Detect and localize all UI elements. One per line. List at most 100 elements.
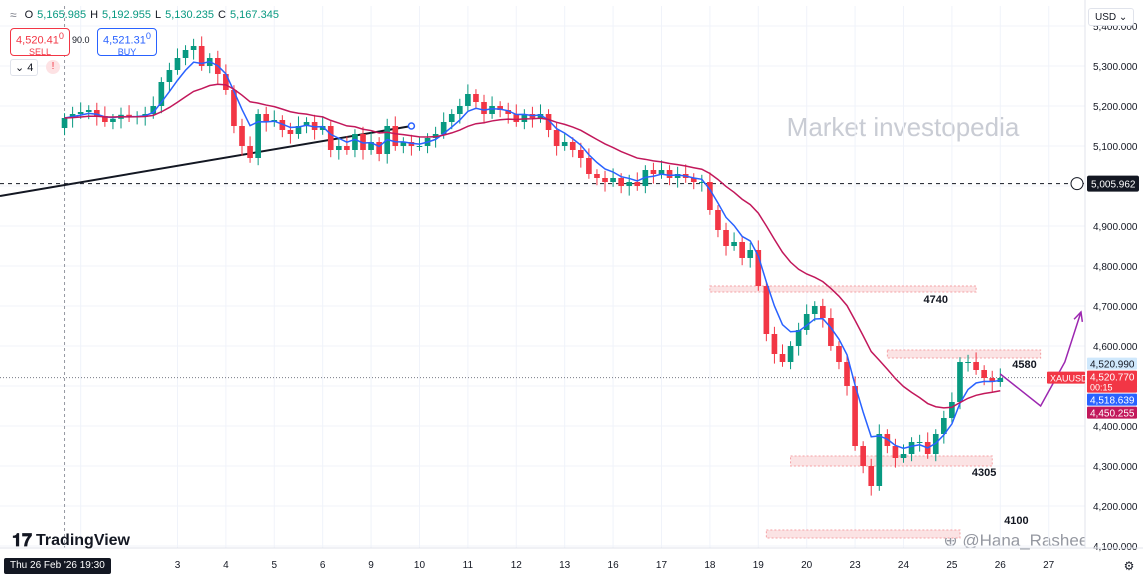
time-tick-label: 26 [995,560,1007,571]
candle-body [707,182,713,210]
candle-body [828,318,834,346]
candle-body [658,170,665,174]
tradingview-logo[interactable]: 𝟏𝟕 TradingView [12,530,130,551]
open-value: 5,165.985 [37,9,87,21]
add-alert-icon[interactable] [1070,177,1084,191]
time-tick-label: 3 [175,560,181,571]
candle-body [344,146,350,150]
time-tick-label: 27 [1043,560,1055,571]
candle-body [400,142,407,146]
time-tick-label: 11 [463,560,474,571]
candle-body [327,126,334,150]
buy-price: 4,521.31 [103,34,146,47]
tradingview-logo-text: TradingView [36,531,130,549]
candle-body [295,126,302,134]
zone-box[interactable] [790,455,993,467]
candle-body [868,466,875,486]
candle-body [263,114,270,122]
candle-body [666,170,673,178]
candle-body [561,142,568,146]
candle-body [489,106,495,114]
candle-body [626,182,633,186]
candle-body [85,110,92,112]
price-tick-label: 4,300.000 [1093,462,1138,473]
price-axis-panel[interactable] [1085,0,1143,576]
candle-body [150,106,157,114]
candle-body [949,402,955,418]
time-tick-label: 23 [850,560,862,571]
candle-body [545,114,552,130]
candle-body [456,106,463,114]
candle-body [182,50,189,58]
candle-body [93,110,100,116]
time-tick-label: 12 [511,560,523,571]
time-tick-label: 4 [223,560,229,571]
candle-body [102,116,108,122]
zone-label: 4740 [924,294,948,306]
price-label-text: 4,450.255 [1090,409,1135,420]
currency-label: USD [1095,12,1117,23]
candle-body [771,334,778,354]
sell-price: 4,520.41 [16,34,59,47]
time-tick-label: 16 [608,560,620,571]
zone-label: 4580 [1012,359,1036,371]
crosshair-date-badge: Thu 26 Feb '26 19:30 [4,558,111,574]
candle-body [787,346,794,362]
price-label-text: 4,520.770 [1090,373,1135,384]
candle-body [335,146,342,150]
high-label: H [90,9,99,21]
candle-body [440,122,447,134]
candle-body [973,362,979,370]
price-tick-label: 4,700.000 [1093,302,1138,313]
price-tick-label: 4,600.000 [1093,342,1138,353]
candle-body [473,94,479,102]
indicators-count: 4 [27,62,34,74]
candle-body [941,418,947,434]
zone-box[interactable] [765,529,961,539]
time-tick-label: 13 [559,560,571,571]
trendline-handle[interactable] [407,122,416,130]
candle-body [763,286,770,334]
candle-body [916,442,923,443]
candle-body [158,82,165,106]
settings-gear-icon[interactable]: ⚙ [1123,559,1135,573]
trendline[interactable] [0,125,412,197]
candle-body [577,150,584,158]
candle-body [368,142,374,150]
candle-body [392,126,399,146]
candle-body [811,306,818,314]
candle-body [110,118,116,122]
candle-body [465,94,471,106]
time-tick-label: 20 [801,560,813,571]
candle-body [166,70,173,82]
candle-body [481,102,487,114]
candle-body [594,174,600,178]
candle-body [989,378,996,382]
currency-select[interactable]: USD ⌄ [1088,8,1134,26]
zone-box[interactable] [886,349,1042,359]
sell-label: SELL [28,46,52,57]
candle-body [239,126,245,146]
ema-slow-line [64,83,1001,409]
close-label: C [218,9,226,21]
high-value: 5,192.955 [102,9,151,21]
candle-body [860,446,866,466]
price-tick-label: 4,800.000 [1093,262,1138,273]
zone-box[interactable] [709,285,977,293]
time-tick-label: 24 [898,560,910,571]
projection-path[interactable] [999,311,1082,408]
sell-button[interactable]: 4,520.410 SELL [10,28,70,57]
candle-body [836,346,842,362]
candle-body [190,46,197,50]
credit-text: ⊕ @Hana_Rasheed25 [943,531,1116,550]
buy-button[interactable]: 4,521.310 BUY [97,28,157,57]
warning-icon[interactable]: ! [46,60,60,74]
time-tick-label: 18 [704,560,716,571]
time-tick-label: 25 [946,560,958,571]
price-label-badge [1087,406,1137,419]
price-tick-label: 5,200.000 [1093,102,1138,113]
candle-body [602,178,608,182]
indicators-toggle[interactable]: ⌄ 4 [10,59,39,76]
